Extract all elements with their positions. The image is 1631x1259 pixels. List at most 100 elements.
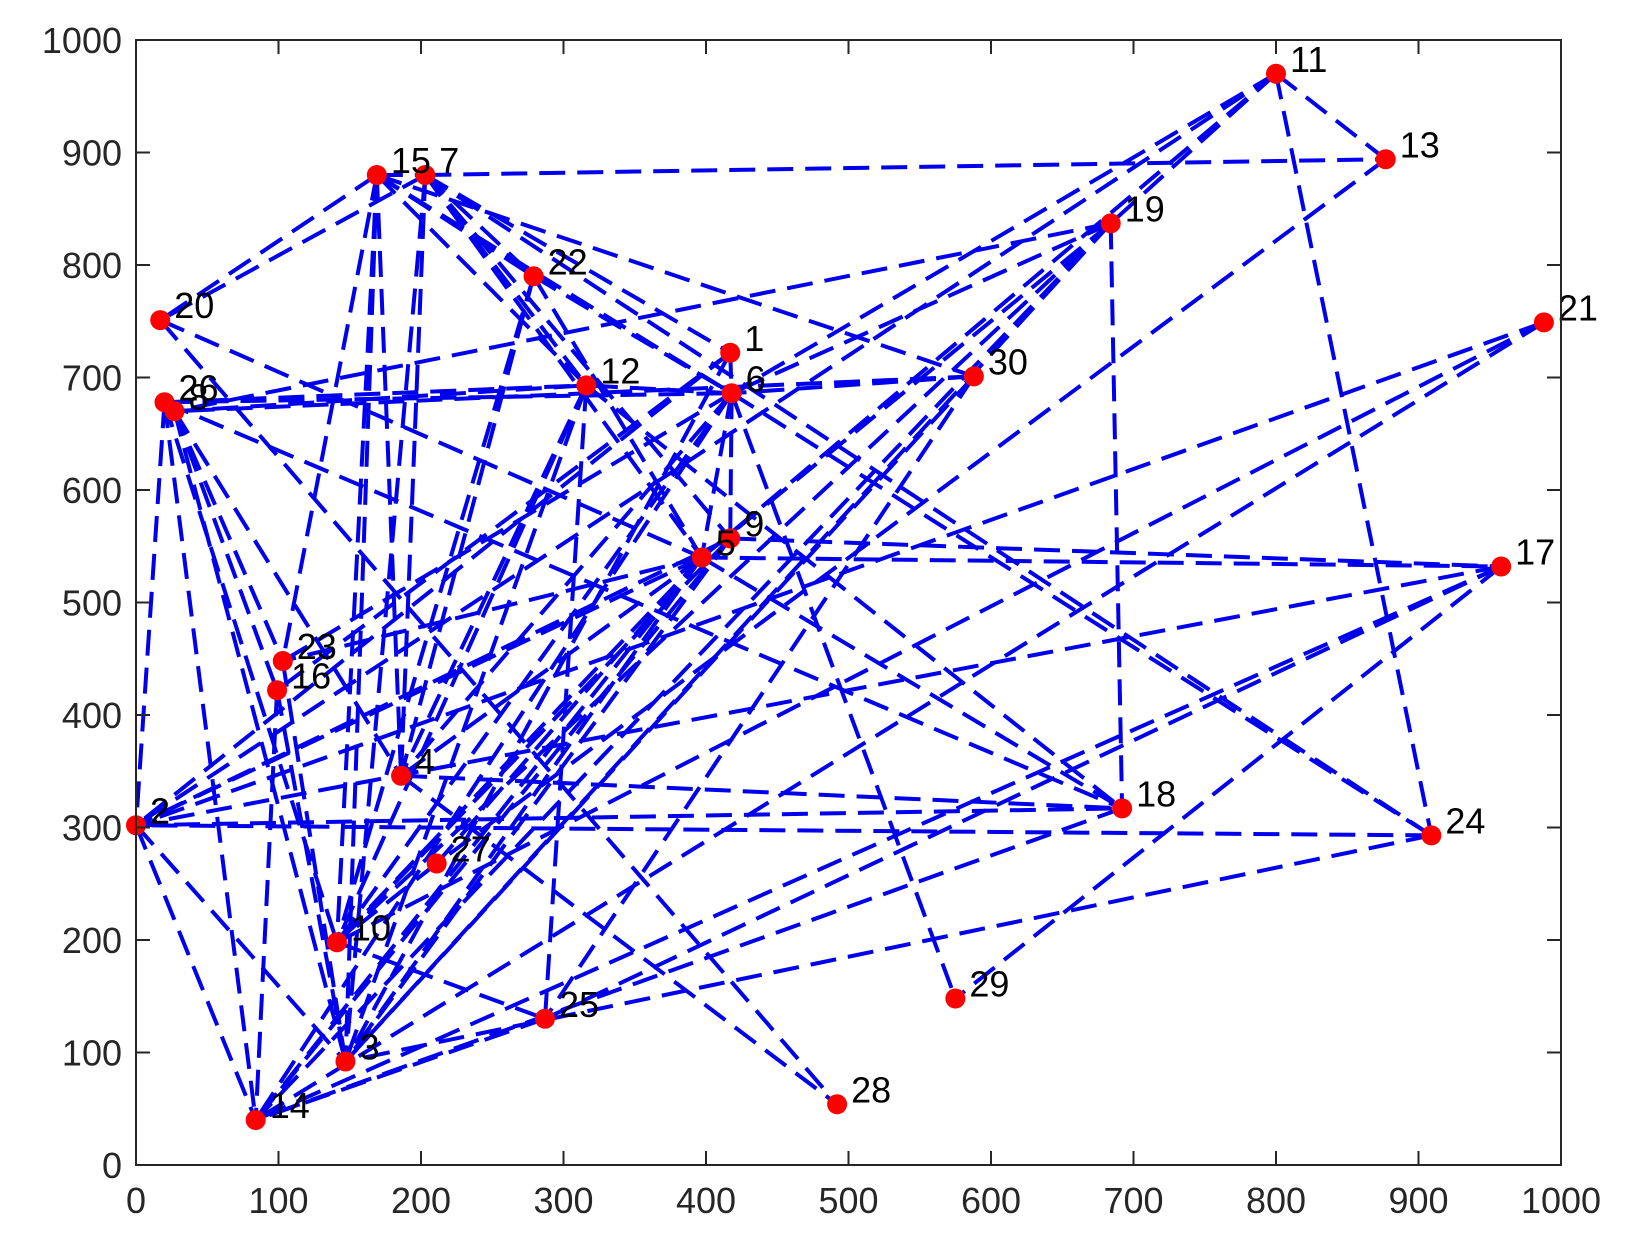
node-label-18: 18 <box>1136 773 1176 814</box>
node-label-7: 7 <box>439 140 459 181</box>
edge-5-18 <box>700 555 1124 811</box>
node-point-4 <box>391 765 412 786</box>
edge-8-16 <box>172 410 279 691</box>
edge-7-20 <box>159 173 427 322</box>
node-label-17: 17 <box>1515 532 1555 573</box>
edge-9-2 <box>135 536 732 828</box>
x-tick-label: 1000 <box>1521 1180 1601 1221</box>
edge-20-5 <box>159 318 703 560</box>
node-label-2: 2 <box>150 790 170 831</box>
edge-2-14 <box>134 824 258 1121</box>
edge-9-17 <box>730 536 1502 569</box>
edge-15-30 <box>376 173 975 379</box>
node-point-17 <box>1491 556 1512 577</box>
edge-7-1 <box>424 173 732 355</box>
x-tick-label: 0 <box>126 1180 146 1221</box>
edge-12-10 <box>335 384 589 944</box>
node-point-15 <box>366 165 387 185</box>
edge-11-6 <box>730 72 1278 395</box>
node-point-12 <box>576 375 597 396</box>
edge-6-29 <box>729 392 958 1000</box>
node-point-18 <box>1112 798 1133 819</box>
edge-26-18 <box>163 400 1123 811</box>
x-tick-label: 200 <box>391 1180 451 1221</box>
edge-6-24 <box>730 391 1433 838</box>
edge-12-4 <box>399 384 589 777</box>
node-point-22 <box>523 266 544 287</box>
edge-1-2 <box>134 351 732 827</box>
node-label-19: 19 <box>1125 188 1165 229</box>
node-point-27 <box>426 853 447 874</box>
edge-19-8 <box>174 221 1112 414</box>
edge-15-10 <box>334 174 379 943</box>
edge-7-13 <box>425 157 1386 177</box>
edge-7-4 <box>399 174 428 776</box>
edge-6-5 <box>699 392 734 558</box>
edge-7-3 <box>343 174 428 1062</box>
node-point-29 <box>945 988 966 1009</box>
y-tick-label: 500 <box>62 583 122 624</box>
node-label-20: 20 <box>174 285 214 326</box>
edge-30-25 <box>543 375 976 1020</box>
x-tick-label: 700 <box>1103 1180 1163 1221</box>
edges-layer <box>134 72 1545 1122</box>
node-label-11: 11 <box>1290 39 1327 80</box>
edge-17-25 <box>544 564 1503 1021</box>
edge-2-3 <box>134 823 347 1063</box>
edge-5-10 <box>335 556 704 944</box>
edge-7-24 <box>424 173 1433 838</box>
x-tick-label: 300 <box>533 1180 593 1221</box>
node-label-27: 27 <box>451 829 491 870</box>
x-tick-label: 900 <box>1388 1180 1448 1221</box>
node-label-30: 30 <box>988 341 1028 382</box>
node-label-12: 12 <box>600 350 640 391</box>
y-tick-label: 100 <box>62 1033 122 1074</box>
node-label-16: 16 <box>291 655 331 696</box>
edge-27-10 <box>335 861 438 944</box>
edge-15-22 <box>375 173 535 278</box>
node-label-5: 5 <box>716 523 736 564</box>
edge-15-23 <box>280 174 379 662</box>
edge-6-14 <box>254 392 734 1122</box>
y-tick-label: 800 <box>62 245 122 286</box>
edge-8-23 <box>172 410 285 662</box>
edge-5-3 <box>343 556 704 1063</box>
edge-12-3 <box>343 384 589 1063</box>
node-label-10: 10 <box>351 907 391 948</box>
edge-16-3 <box>275 689 348 1062</box>
edge-8-12 <box>174 383 587 414</box>
edge-30-8 <box>174 374 974 414</box>
y-tick-label: 400 <box>62 695 122 736</box>
node-point-21 <box>1533 312 1554 333</box>
edge-22-6 <box>532 274 733 395</box>
node-point-25 <box>534 1008 555 1029</box>
edge-11-24 <box>1274 73 1434 836</box>
edge-19-6 <box>730 221 1112 396</box>
node-label-9: 9 <box>744 503 764 544</box>
node-label-28: 28 <box>851 1069 891 1110</box>
edge-22-4 <box>399 275 536 777</box>
node-point-11 <box>1266 63 1286 84</box>
edge-22-10 <box>335 275 536 943</box>
edge-5-14 <box>254 556 704 1122</box>
x-tick-label: 400 <box>676 1180 736 1221</box>
nodes-layer <box>126 63 1554 1130</box>
edge-15-4 <box>374 174 404 776</box>
edge-5-23 <box>282 555 703 663</box>
edge-5-27 <box>435 556 704 865</box>
node-point-1 <box>720 342 741 363</box>
node-point-6 <box>721 383 742 404</box>
node-point-10 <box>326 932 347 953</box>
node-label-15: 15 <box>391 140 431 181</box>
edge-4-28 <box>399 774 839 1106</box>
edge-6-12 <box>586 383 732 396</box>
node-point-9 <box>720 528 741 549</box>
edge-17-2 <box>135 564 1502 828</box>
node-point-20 <box>150 310 171 331</box>
edge-1-16 <box>275 351 732 692</box>
node-label-26: 26 <box>179 367 219 408</box>
edge-5-4 <box>399 555 703 778</box>
edge-5-17 <box>701 555 1502 569</box>
node-point-26 <box>154 392 175 413</box>
y-tick-label: 300 <box>62 808 122 849</box>
